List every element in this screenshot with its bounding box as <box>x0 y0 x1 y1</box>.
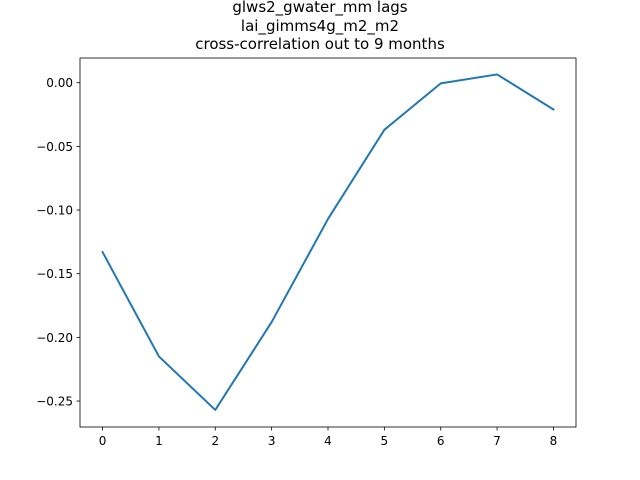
plot-frame <box>79 57 577 428</box>
y-tick-label: −0.10 <box>36 204 73 218</box>
y-tick-label: −0.20 <box>36 331 73 345</box>
x-tick-label: 2 <box>211 434 219 448</box>
plot-area <box>79 57 577 428</box>
y-tick-label: −0.15 <box>36 267 73 281</box>
x-tick-label: 1 <box>155 434 163 448</box>
y-tick-label: −0.05 <box>36 140 73 154</box>
x-tick-label: 6 <box>437 434 445 448</box>
y-axis: −0.25 −0.20 −0.15 −0.10 −0.05 0.00 <box>36 76 80 409</box>
x-tick-label: 0 <box>99 434 107 448</box>
series-group <box>101 73 555 411</box>
x-axis: 0 1 2 3 4 5 6 7 8 <box>99 427 558 448</box>
chart-title: glws2_gwater_mm lags lai_gimms4g_m2_m2 c… <box>195 0 445 53</box>
series-line <box>101 73 555 411</box>
x-tick-label: 7 <box>493 434 501 448</box>
x-tick-label: 5 <box>381 434 389 448</box>
x-tick-label: 4 <box>324 434 332 448</box>
title-line-2: lai_gimms4g_m2_m2 <box>241 17 399 36</box>
title-line-1: glws2_gwater_mm lags <box>232 0 407 17</box>
y-tick-label: 0.00 <box>46 76 73 90</box>
x-tick-label: 3 <box>268 434 276 448</box>
title-line-3: cross-correlation out to 9 months <box>195 35 445 53</box>
x-tick-label: 8 <box>550 434 558 448</box>
y-tick-label: −0.25 <box>36 395 73 409</box>
